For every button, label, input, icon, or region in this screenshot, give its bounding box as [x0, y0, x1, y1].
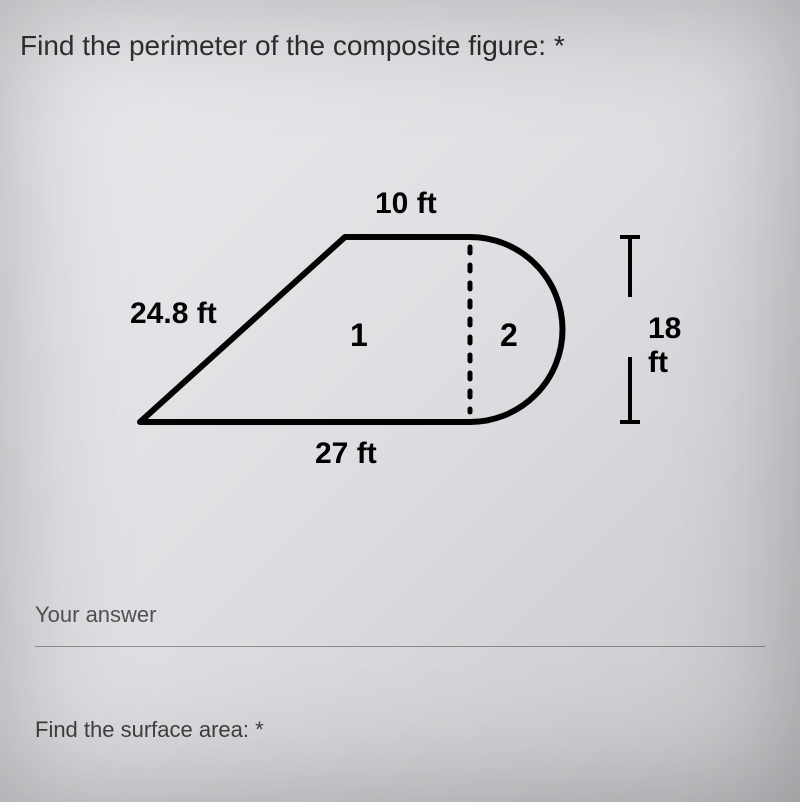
height-bracket	[620, 237, 640, 422]
label-top-side: 10 ft	[375, 187, 437, 221]
worksheet-page: Find the perimeter of the composite figu…	[0, 0, 800, 802]
label-bottom-side: 27 ft	[315, 437, 377, 471]
label-height: 18 ft	[648, 312, 700, 380]
region-2-label: 2	[500, 317, 518, 354]
next-question-section: Find the surface area: *	[20, 717, 780, 743]
geometry-figure: 10 ft 24.8 ft 27 ft 18 ft 1 2	[100, 142, 700, 542]
question-prompt: Find the perimeter of the composite figu…	[20, 30, 780, 62]
label-slant-side: 24.8 ft	[130, 297, 217, 331]
region-1-label: 1	[350, 317, 368, 354]
answer-placeholder[interactable]: Your answer	[35, 602, 765, 628]
next-question-prompt: Find the surface area: *	[35, 717, 765, 743]
answer-field-container: Your answer	[20, 602, 780, 647]
answer-underline	[35, 646, 765, 647]
